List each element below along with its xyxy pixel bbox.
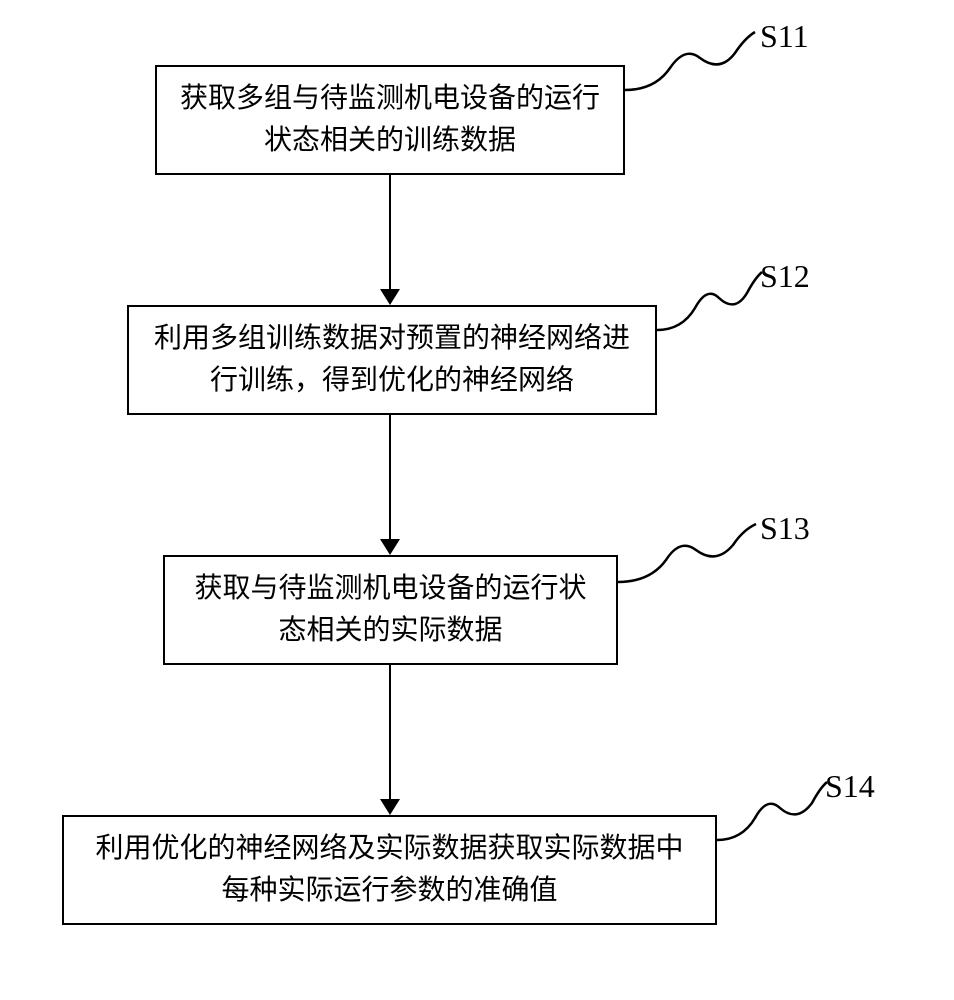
flowchart-container: 获取多组与待监测机电设备的运行状态相关的训练数据 S11 利用多组训练数据对预置… xyxy=(0,0,954,1000)
arrow-line-1 xyxy=(389,175,391,289)
bracket-s11 xyxy=(625,18,765,98)
flow-box-s11: 获取多组与待监测机电设备的运行状态相关的训练数据 xyxy=(155,65,625,175)
step-label-s12: S12 xyxy=(760,258,810,295)
arrow-head-2 xyxy=(380,539,400,555)
step-label-s14: S14 xyxy=(825,768,875,805)
bracket-s12 xyxy=(657,258,767,338)
flow-box-s13: 获取与待监测机电设备的运行状态相关的实际数据 xyxy=(163,555,618,665)
arrow-head-3 xyxy=(380,799,400,815)
arrow-head-1 xyxy=(380,289,400,305)
arrow-line-3 xyxy=(389,665,391,799)
arrow-line-2 xyxy=(389,415,391,539)
flow-text-s11: 获取多组与待监测机电设备的运行状态相关的训练数据 xyxy=(177,78,603,162)
flow-box-s12: 利用多组训练数据对预置的神经网络进行训练，得到优化的神经网络 xyxy=(127,305,657,415)
flow-text-s13: 获取与待监测机电设备的运行状态相关的实际数据 xyxy=(185,568,596,652)
flow-text-s14: 利用优化的神经网络及实际数据获取实际数据中每种实际运行参数的准确值 xyxy=(84,828,695,912)
step-label-s11: S11 xyxy=(760,18,809,55)
flow-text-s12: 利用多组训练数据对预置的神经网络进行训练，得到优化的神经网络 xyxy=(149,318,635,402)
step-label-s13: S13 xyxy=(760,510,810,547)
flow-box-s14: 利用优化的神经网络及实际数据获取实际数据中每种实际运行参数的准确值 xyxy=(62,815,717,925)
bracket-s14 xyxy=(717,768,832,848)
bracket-s13 xyxy=(618,510,763,590)
